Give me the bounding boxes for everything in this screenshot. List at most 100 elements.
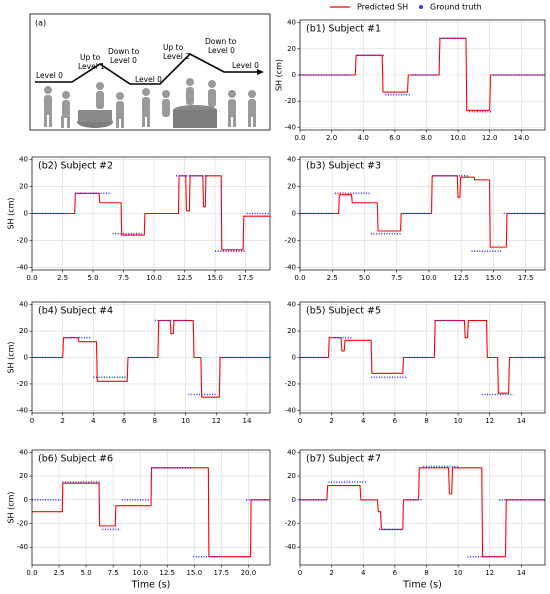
y-tick-label: -20 <box>285 236 296 244</box>
x-tick-label: 5.0 <box>87 274 98 282</box>
x-tick-label: 15.0 <box>207 274 223 282</box>
x-tick-label: 8 <box>153 417 157 425</box>
predicted-line <box>300 319 545 394</box>
y-tick-label: -20 <box>17 520 28 528</box>
step-label: Down to <box>205 37 237 46</box>
y-tick-label: 40 <box>287 156 296 164</box>
axes-frame <box>299 156 546 271</box>
diagram: (a) Level 0 Up to Level 1 Down to Level … <box>29 13 271 131</box>
axes-frame <box>31 156 271 271</box>
x-axis-label: Time (s) <box>402 580 442 591</box>
x-tick-label: 10.0 <box>132 569 148 577</box>
x-tick-label: 6 <box>393 569 398 577</box>
step-label: Level 0 <box>232 61 259 70</box>
y-tick-label: 0 <box>292 496 296 504</box>
panel: -40 -20 0 20 40 0.0 2.0 4.0 6.0 8.0 10.0 12.0 14.0 (b… <box>275 19 546 142</box>
y-tick-label: 0 <box>24 354 28 362</box>
panel-title: (b2) Subject #2 <box>38 161 113 172</box>
y-tick-label: -40 <box>17 406 28 414</box>
x-tick-label: 12.5 <box>177 274 193 282</box>
x-tick-label: 15.0 <box>486 274 502 282</box>
y-tick-label: 40 <box>19 301 28 309</box>
x-tick-label: 2 <box>329 569 333 577</box>
x-tick-label: 5.0 <box>81 569 92 577</box>
x-tick-label: 12.5 <box>159 569 175 577</box>
panel-title: (b1) Subject #1 <box>306 24 381 35</box>
y-axis-label: SH (cm) <box>7 197 16 229</box>
panel-title: (b6) Subject #6 <box>38 454 113 465</box>
x-tick-label: 10 <box>454 569 463 577</box>
x-tick-label: 6.0 <box>389 134 400 142</box>
y-axis-label: SH (cm) <box>7 341 16 373</box>
x-tick-label: 2.5 <box>327 274 338 282</box>
x-tick-label: 0.0 <box>294 274 305 282</box>
x-tick-label: 8.0 <box>421 134 432 142</box>
x-tick-label: 4 <box>361 569 366 577</box>
y-tick-label: 40 <box>287 301 296 309</box>
panel-title: (b5) Subject #5 <box>306 306 381 317</box>
axes-frame <box>299 19 546 131</box>
y-tick-label: 20 <box>287 472 296 480</box>
x-tick-label: 14 <box>243 417 252 425</box>
path-line <box>35 53 258 85</box>
x-tick-label: 0.0 <box>26 569 37 577</box>
legend-swatch-dot <box>419 5 423 9</box>
x-tick-label: 2 <box>329 417 333 425</box>
x-tick-label: 12.5 <box>453 274 469 282</box>
predicted-line <box>32 467 270 558</box>
y-tick-label: 20 <box>19 183 28 191</box>
y-tick-label: 40 <box>19 448 28 456</box>
x-tick-label: 0.0 <box>294 134 305 142</box>
legend-label: Predicted SH <box>357 3 408 12</box>
x-tick-label: 0 <box>298 417 302 425</box>
ground-truth-line <box>300 37 545 113</box>
y-axis-label: SH (cm) <box>7 491 16 523</box>
x-axis-label: Time (s) <box>131 580 171 591</box>
y-tick-label: -20 <box>285 97 296 105</box>
y-tick-label: -20 <box>285 380 296 388</box>
x-tick-label: 12 <box>485 569 494 577</box>
y-tick-label: 40 <box>287 19 296 27</box>
y-tick-label: -40 <box>17 263 28 271</box>
panel: -40 -20 0 20 40 0.0 2.5 5.0 7.5 10.0 12.5 15.0 17.5 (… <box>285 156 546 282</box>
axes-frame <box>31 449 271 566</box>
y-tick-label: -40 <box>285 123 296 131</box>
step-label: Level 1 <box>78 62 105 71</box>
step-label: Up to <box>80 53 101 62</box>
step-label: Level 0 <box>135 75 162 84</box>
x-tick-label: 10.0 <box>450 134 466 142</box>
x-tick-label: 0 <box>298 569 302 577</box>
axes-frame <box>31 301 271 414</box>
y-tick-label: 20 <box>19 327 28 335</box>
x-tick-label: 15.0 <box>186 569 202 577</box>
x-tick-label: 2.5 <box>53 569 64 577</box>
panel: -40 -20 0 20 40 0 2 4 6 8 10 12 14 (b5) Subject #5 <box>285 301 546 425</box>
panel: -40 -20 0 20 40 0 2 4 6 8 10 12 14 (b7) Subject #7 Tim… <box>285 448 546 591</box>
diagram-label: (a) <box>35 19 46 28</box>
y-tick-label: 20 <box>287 183 296 191</box>
panel: -40 -20 0 20 40 0.0 2.5 5.0 7.5 10.0 12.5 15.0 17.5 (… <box>7 156 271 282</box>
x-tick-label: 5.0 <box>359 274 370 282</box>
y-tick-label: -40 <box>285 543 296 551</box>
panel-title: (b4) Subject #4 <box>38 306 113 317</box>
x-tick-label: 17.5 <box>238 274 254 282</box>
x-tick-label: 14 <box>517 569 526 577</box>
x-tick-label: 4 <box>91 417 96 425</box>
step-label: Level 0 <box>110 56 137 65</box>
x-tick-label: 0.0 <box>26 274 37 282</box>
ground-truth-line <box>32 319 270 396</box>
x-tick-label: 12 <box>212 417 221 425</box>
axes-frame <box>299 301 546 414</box>
x-tick-label: 4.0 <box>358 134 369 142</box>
y-axis-label: SH (cm) <box>275 59 284 91</box>
plot-area <box>300 450 545 565</box>
y-tick-label: 0 <box>292 210 296 218</box>
x-tick-label: 7.5 <box>108 569 119 577</box>
ground-truth-line <box>32 175 270 252</box>
x-tick-label: 14.0 <box>513 134 529 142</box>
x-tick-label: 2 <box>60 417 64 425</box>
y-tick-label: -20 <box>17 380 28 388</box>
x-tick-label: 0 <box>30 417 34 425</box>
x-tick-label: 17.5 <box>214 569 230 577</box>
step-label: Level 2 <box>163 52 190 61</box>
